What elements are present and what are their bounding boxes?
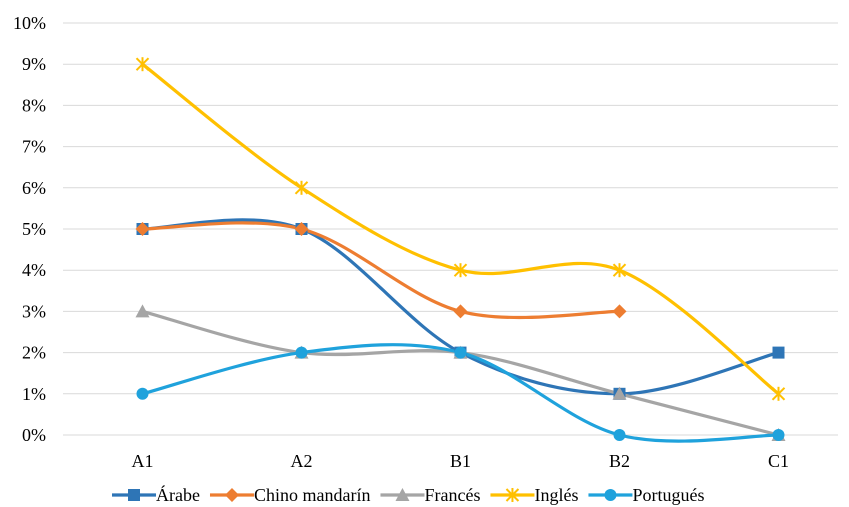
- y-tick-label: 0%: [22, 425, 46, 445]
- x-tick-label: B2: [609, 451, 630, 471]
- data-point: [612, 386, 627, 400]
- legend-label: Árabe: [156, 484, 200, 505]
- data-point: [453, 263, 468, 278]
- y-axis-ticks: 0% 1% 2% 3% 4% 5% 6% 7% 8% 9% 10%: [13, 13, 46, 445]
- y-tick-label: 9%: [22, 54, 46, 74]
- data-point: [135, 304, 150, 318]
- legend-marker: [224, 488, 239, 502]
- legend-item: Portugués: [588, 485, 704, 505]
- legend-marker: [604, 489, 617, 501]
- legend-item: Inglés: [490, 485, 578, 505]
- grid-lines: [63, 22, 838, 436]
- series-line: [140, 343, 781, 443]
- data-point: [135, 222, 150, 236]
- x-tick-label: B1: [450, 451, 471, 471]
- data-point: [772, 346, 785, 359]
- legend-marker: [505, 488, 520, 502]
- series-line: [140, 221, 622, 320]
- legend-marker: [395, 488, 410, 501]
- legend-label: Francés: [424, 485, 480, 505]
- data-point: [294, 222, 309, 236]
- data-point: [294, 180, 309, 195]
- legend-label: Portugués: [632, 485, 704, 505]
- y-tick-label: 4%: [22, 260, 46, 280]
- legend-item: Francés: [380, 485, 480, 505]
- data-point: [454, 346, 467, 359]
- series-markers: [135, 57, 786, 441]
- y-tick-label: 7%: [22, 137, 46, 157]
- legend-label: Inglés: [534, 485, 578, 505]
- data-point: [135, 57, 150, 72]
- x-axis-ticks: A1 A2 B1 B2 C1: [132, 451, 790, 471]
- y-tick-label: 8%: [22, 95, 46, 115]
- legend-item: Chino mandarín: [209, 485, 370, 505]
- data-point: [772, 429, 785, 441]
- legend-marker: [128, 489, 140, 501]
- x-tick-label: C1: [768, 451, 789, 471]
- legend-label: Chino mandarín: [254, 485, 370, 505]
- x-tick-label: A1: [132, 451, 154, 471]
- y-tick-label: 1%: [22, 384, 46, 404]
- series-lines: [140, 62, 781, 443]
- data-point: [453, 304, 468, 319]
- data-point: [612, 263, 627, 278]
- data-point: [771, 386, 786, 401]
- y-tick-label: 10%: [13, 13, 46, 33]
- legend-item: Árabe: [112, 484, 200, 505]
- y-tick-label: 5%: [22, 219, 46, 239]
- series-line: [140, 309, 781, 437]
- y-tick-label: 2%: [22, 343, 46, 363]
- x-tick-label: A2: [291, 451, 313, 471]
- data-point: [613, 429, 626, 441]
- data-point: [295, 346, 308, 359]
- y-tick-label: 6%: [22, 178, 46, 198]
- y-tick-label: 3%: [22, 301, 46, 321]
- data-point: [136, 387, 149, 400]
- data-point: [612, 304, 627, 319]
- legend: Árabe Chino mandarín Francés Inglés Portugué…: [112, 484, 704, 505]
